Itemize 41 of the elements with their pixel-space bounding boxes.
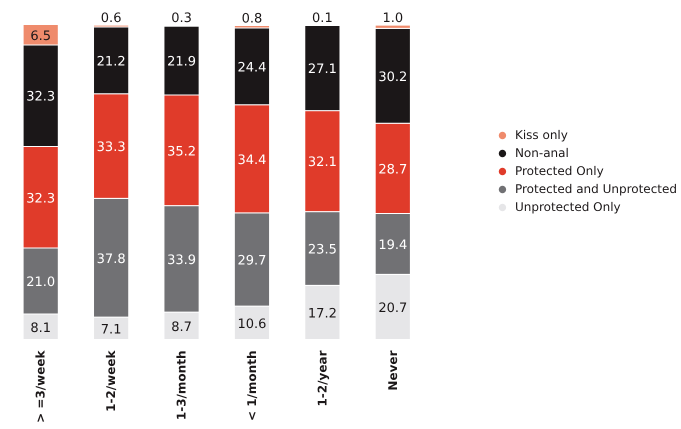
- data-label: 35.2: [167, 144, 196, 160]
- x-tick-label: 1-2/year: [315, 350, 330, 407]
- data-label: 1.0: [382, 11, 404, 26]
- data-label: 28.7: [378, 162, 408, 178]
- data-label: 29.7: [237, 254, 266, 269]
- data-label: 0.3: [171, 11, 192, 26]
- x-tick-label: < 1/month: [244, 350, 259, 422]
- data-label: 0.8: [242, 11, 262, 26]
- x-tick-label: Never: [386, 350, 400, 391]
- x-tick-label: 1-2/week: [104, 349, 118, 412]
- legend-label: Kiss only: [514, 128, 568, 142]
- data-label: 7.1: [100, 322, 122, 338]
- legend-label: Unprotected Only: [514, 200, 621, 214]
- data-label: 23.5: [308, 242, 337, 258]
- data-label: 24.4: [237, 60, 266, 76]
- data-label: 33.9: [167, 252, 196, 268]
- data-label: 32.3: [26, 90, 56, 105]
- data-label: 0.6: [100, 11, 122, 26]
- legend-label: Protected and Unprotected: [514, 182, 677, 196]
- data-label: 8.7: [171, 320, 192, 335]
- data-label: 21.2: [96, 54, 126, 70]
- legend-label: Non-anal: [514, 146, 569, 160]
- data-label: 30.2: [378, 70, 408, 85]
- data-label: 8.1: [30, 320, 52, 336]
- data-label: 33.3: [96, 140, 126, 156]
- data-label: 6.5: [30, 28, 52, 44]
- data-label: 19.4: [378, 238, 408, 253]
- legend-label: Protected Only: [514, 164, 604, 178]
- data-label: 17.2: [308, 306, 337, 322]
- data-label: 20.7: [378, 300, 408, 316]
- data-label: 0.1: [312, 11, 333, 26]
- data-label: 21.0: [26, 275, 56, 290]
- data-label: 10.6: [237, 316, 266, 332]
- data-label: 21.9: [167, 54, 196, 70]
- data-label: 34.4: [237, 152, 266, 168]
- data-label: 37.8: [96, 252, 126, 267]
- data-label: 27.1: [308, 62, 337, 78]
- data-label: 32.3: [26, 191, 56, 206]
- data-label: 32.1: [308, 155, 337, 170]
- x-tick-label: > =3/week: [34, 349, 48, 423]
- x-tick-label: 1-3/month: [174, 350, 189, 420]
